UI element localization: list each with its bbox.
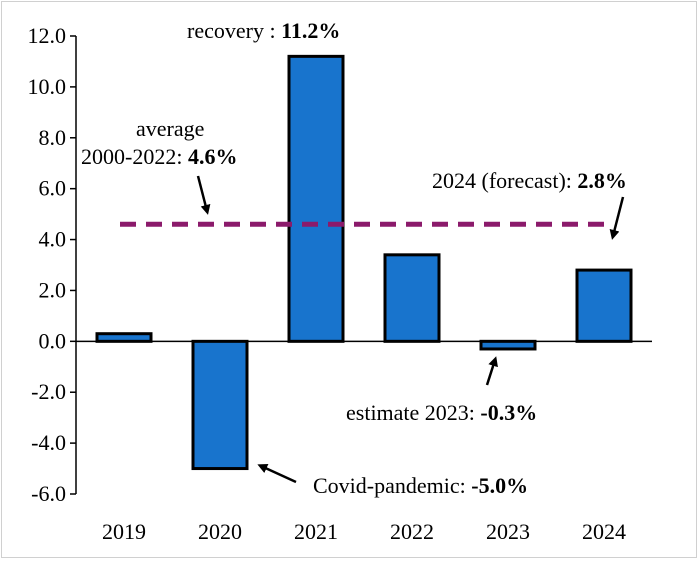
y-tick-label: -2.0: [31, 379, 66, 404]
bar-2023: [479, 339, 537, 351]
y-tick-label: 12.0: [28, 23, 67, 48]
average-annotation-line2: 2000-2022: 4.6%: [81, 144, 237, 169]
average-annotation-line1: average: [136, 116, 204, 141]
y-tick-label: 10.0: [28, 74, 67, 99]
bar-2020: [191, 339, 249, 471]
covid-annotation: Covid-pandemic: -5.0%: [313, 473, 528, 498]
recovery-annotation: recovery : 11.2%: [187, 18, 340, 43]
covid-arrow: [257, 463, 297, 484]
estimate-annotation: estimate 2023: -0.3%: [346, 400, 537, 425]
y-tick-label: 4.0: [39, 227, 67, 252]
estimate-arrow: [485, 356, 498, 386]
y-tick-label: 2.0: [39, 277, 67, 302]
x-tick-label: 2024: [582, 519, 626, 544]
average-arrow: [196, 175, 211, 215]
x-tick-label: 2022: [390, 519, 434, 544]
x-tick-label: 2023: [486, 519, 530, 544]
x-tick-label: 2020: [198, 519, 242, 544]
x-tick-labels: 2019 2020 2021 2022 2023 2024: [102, 519, 626, 544]
y-tick-labels: 12.0 10.0 8.0 6.0 4.0 2.0 0.0 -2.0 -4.0 -6.0: [28, 23, 67, 506]
y-tick-label: -4.0: [31, 430, 66, 455]
x-tick-label: 2019: [102, 519, 146, 544]
forecast-arrow: [609, 196, 625, 240]
x-tick-label: 2021: [294, 519, 338, 544]
bar-2021: [287, 54, 345, 343]
y-tick-label: 8.0: [39, 125, 67, 150]
forecast-annotation: 2024 (forecast): 2.8%: [432, 168, 627, 193]
bars: [95, 54, 633, 471]
y-tick-label: 6.0: [39, 176, 67, 201]
bar-2019: [95, 332, 153, 343]
bar-2024: [575, 268, 633, 343]
bar-2022: [383, 253, 441, 343]
y-tick-label: -6.0: [31, 481, 66, 506]
axes: [70, 35, 652, 495]
y-tick-label: 0.0: [39, 328, 67, 353]
